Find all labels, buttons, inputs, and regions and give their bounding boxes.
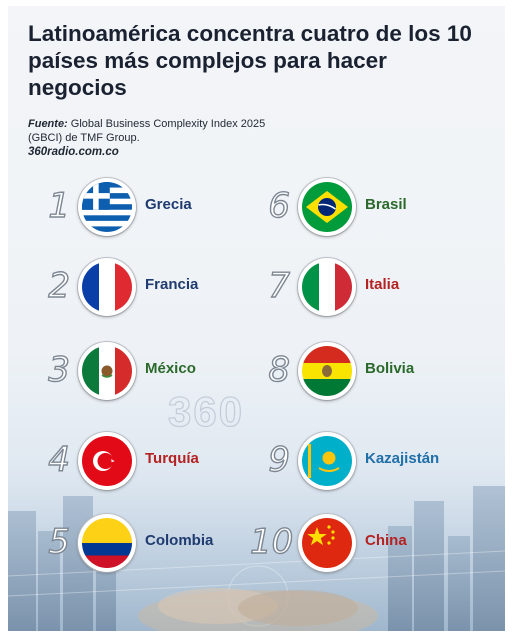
- rank-number: 2: [48, 265, 71, 306]
- country-name: Turquía: [145, 450, 199, 467]
- page-title: Latinoamérica concentra cuatro de los 10…: [28, 21, 472, 100]
- source-block: Fuente: Global Business Complexity Index…: [28, 117, 265, 159]
- mexico-flag-icon: [78, 342, 136, 400]
- country-name: Kazajistán: [365, 450, 440, 467]
- country-name: Grecia: [145, 196, 192, 213]
- rank-number: 3: [48, 349, 71, 390]
- country-name: México: [145, 360, 196, 377]
- country-name: Brasil: [365, 196, 407, 213]
- source-label: Fuente:: [28, 118, 68, 130]
- rank-number: 7: [268, 265, 291, 306]
- china-flag-icon: [298, 514, 356, 572]
- italy-flag-icon: [298, 258, 356, 316]
- source-site: 360radio.com.co: [28, 146, 119, 158]
- source-line: Fuente: Global Business Complexity Index…: [28, 117, 265, 131]
- watermark-logo: 360: [167, 387, 245, 435]
- france-flag-icon: [78, 258, 136, 316]
- source-text: Global Business Complexity Index 2025: [70, 118, 266, 130]
- country-name: Colombia: [145, 532, 214, 549]
- country-name: Francia: [145, 276, 199, 293]
- rank-number: 5: [48, 521, 71, 562]
- turkey-flag-icon: [78, 432, 136, 490]
- brazil-flag-icon: [298, 178, 356, 236]
- kazakhstan-flag-icon: [298, 432, 356, 490]
- infographic-card: Latinoamérica concentra cuatro de los 10…: [8, 6, 505, 631]
- colombia-flag-icon: [78, 514, 136, 572]
- rank-number: 9: [268, 439, 291, 480]
- rank-number: 10: [249, 521, 294, 562]
- country-name: Italia: [365, 276, 400, 293]
- rank-number: 4: [48, 439, 71, 480]
- source-line-2: (GBCI) de TMF Group.: [28, 132, 140, 144]
- rank-number: 1: [48, 185, 71, 226]
- bolivia-flag-icon: [298, 342, 356, 400]
- rank-number: 6: [268, 185, 291, 226]
- greece-flag-icon: [78, 178, 136, 236]
- country-name: China: [365, 532, 407, 549]
- rank-number: 8: [268, 349, 291, 390]
- country-name: Bolivia: [365, 360, 415, 377]
